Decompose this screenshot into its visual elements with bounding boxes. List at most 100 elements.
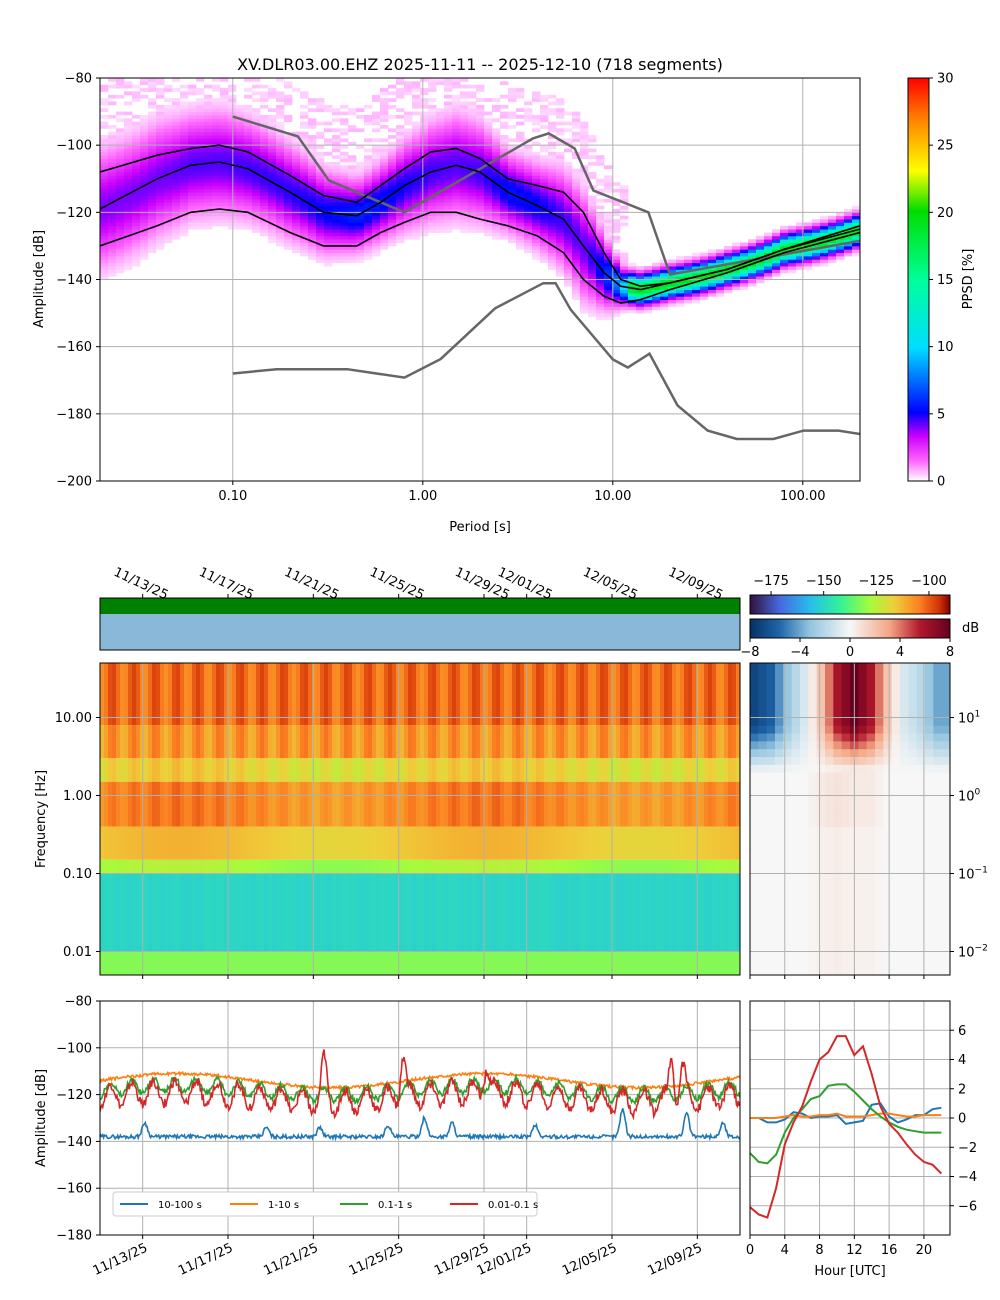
ppsd-cell bbox=[244, 208, 253, 213]
spectrogram-cell bbox=[716, 663, 721, 726]
spectrogram-cell bbox=[660, 663, 665, 726]
diurnal-spectrogram-cell bbox=[816, 928, 826, 937]
ppsd-cell bbox=[108, 94, 117, 99]
ppsd-cell bbox=[116, 266, 125, 270]
ppsd-cell bbox=[332, 245, 341, 250]
ppsd-cell bbox=[452, 188, 461, 193]
ppsd-cell bbox=[172, 208, 181, 213]
ppsd-cell bbox=[540, 222, 549, 227]
ppsd-cell bbox=[308, 192, 317, 196]
ppsd-cell bbox=[140, 145, 149, 149]
spectrogram-cell bbox=[652, 725, 657, 759]
ppsd-cell bbox=[300, 225, 309, 230]
spectrogram-cell bbox=[372, 826, 377, 860]
spectrogram-cell bbox=[676, 725, 681, 759]
ppsd-cell bbox=[356, 108, 365, 112]
ppsd-cell bbox=[604, 309, 613, 314]
ppsd-cell bbox=[380, 185, 389, 190]
ppsd-cell bbox=[196, 175, 205, 180]
spectrogram-cell bbox=[548, 781, 553, 827]
ppsd-cell bbox=[516, 212, 525, 217]
ppsd-cell bbox=[308, 108, 317, 112]
ppsd-cell bbox=[596, 178, 605, 183]
ppsd-cell bbox=[140, 219, 149, 223]
ppsd-cell bbox=[852, 249, 860, 254]
spectrogram-cell bbox=[108, 781, 113, 827]
ppsd-cell bbox=[236, 185, 245, 190]
ppsd-cell bbox=[148, 128, 157, 133]
ppsd-cell bbox=[412, 195, 421, 200]
ppsd-cell bbox=[132, 212, 141, 217]
spectrogram-cell bbox=[576, 758, 581, 782]
ppsd-cell bbox=[220, 168, 229, 173]
spectrogram-cell bbox=[196, 826, 201, 860]
ppsd-cell bbox=[244, 215, 253, 220]
ppsd-cell bbox=[108, 138, 117, 143]
ppsd-cell bbox=[276, 212, 285, 217]
diurnal-spectrogram-cell bbox=[791, 897, 801, 906]
ppsd-cell bbox=[444, 198, 453, 203]
diurnal-spectrogram-cell bbox=[816, 865, 826, 874]
ppsd-cell bbox=[228, 212, 237, 217]
ppsd-cell bbox=[524, 195, 533, 200]
diurnal-spectrogram-cell bbox=[750, 741, 759, 750]
ppsd-cell bbox=[236, 161, 245, 166]
ppsd-cell bbox=[812, 255, 821, 260]
spectrogram-cell bbox=[580, 859, 585, 874]
spectrogram-cell bbox=[320, 826, 325, 860]
ppsd-cell bbox=[116, 205, 125, 210]
ppsd-cell bbox=[324, 255, 333, 260]
spectrogram-cell bbox=[708, 826, 713, 860]
ppsd-cell bbox=[252, 128, 261, 133]
ppsd-cell bbox=[252, 205, 261, 210]
ppsd-cell bbox=[604, 292, 613, 297]
ppsd-cell bbox=[772, 242, 781, 247]
ppsd-cell bbox=[228, 88, 237, 92]
ppsd-cell bbox=[460, 91, 469, 96]
spectrogram-cell bbox=[448, 859, 453, 874]
diurnal-spectrogram-cell bbox=[800, 842, 809, 851]
spectrogram-cell bbox=[228, 725, 233, 759]
ppsd-cell bbox=[244, 131, 253, 136]
ppsd-cell bbox=[132, 172, 141, 176]
ppsd-cell bbox=[668, 289, 677, 294]
ppsd-cell bbox=[364, 138, 373, 143]
spectrogram-cell bbox=[724, 873, 729, 952]
ppsd-cell bbox=[284, 205, 293, 210]
spectrogram-cell bbox=[424, 873, 429, 952]
ppsd-cell bbox=[372, 178, 381, 183]
ppsd-cell bbox=[324, 242, 333, 247]
spectrogram-cell bbox=[684, 758, 689, 782]
ppsd-cell bbox=[140, 114, 149, 119]
spectrogram-cell bbox=[728, 826, 733, 860]
spectrogram-cell bbox=[224, 663, 229, 726]
ppsd-cell bbox=[412, 188, 421, 193]
ppsd-cell bbox=[316, 175, 325, 180]
ppsd-cell bbox=[268, 205, 277, 210]
ppsd-cell bbox=[308, 98, 317, 102]
ppsd-cell bbox=[548, 121, 557, 126]
ppsd-cell bbox=[564, 239, 573, 243]
spectrogram-cell bbox=[708, 725, 713, 759]
ppsd-cell bbox=[436, 118, 445, 123]
ppsd-cell bbox=[428, 155, 437, 159]
ppsd-cell bbox=[604, 306, 613, 311]
ppsd-cell bbox=[540, 175, 549, 180]
diurnal-spectrogram-cell bbox=[816, 826, 826, 835]
ppsd-cell bbox=[444, 175, 453, 180]
diurnal-spectrogram-cell bbox=[808, 943, 818, 952]
ppsd-cell bbox=[316, 158, 325, 163]
diurnal-spectrogram-cell bbox=[791, 780, 801, 789]
spectrogram-cell bbox=[292, 951, 297, 975]
spectrogram-cell bbox=[116, 725, 121, 759]
spectrogram-cell bbox=[156, 873, 161, 952]
diurnal-spectrogram-cell bbox=[800, 819, 809, 828]
ppsd-cell bbox=[668, 262, 677, 267]
spectrogram-cell bbox=[336, 725, 341, 759]
spectrogram-cell bbox=[352, 873, 357, 952]
diurnal-spectrogram-cell bbox=[808, 865, 818, 874]
ppsd-cell bbox=[796, 252, 805, 257]
ppsd-cell bbox=[284, 208, 293, 213]
diurnal-spectrogram-cell bbox=[816, 686, 826, 695]
spectrogram-cell bbox=[308, 859, 313, 874]
